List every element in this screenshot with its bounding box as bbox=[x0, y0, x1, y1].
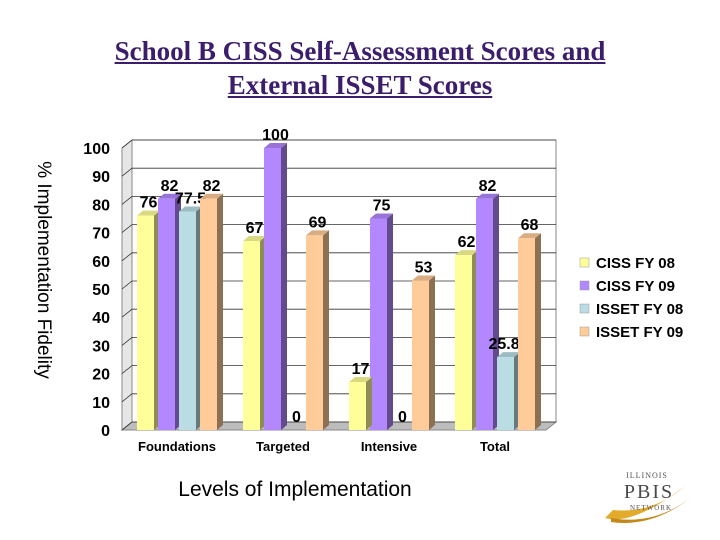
bar-top bbox=[412, 275, 435, 281]
data-label: 68 bbox=[521, 217, 539, 234]
data-label: 69 bbox=[309, 214, 327, 231]
bar-top bbox=[137, 210, 160, 216]
chart-title-line1: School B CISS Self-Assessment Scores and bbox=[114, 36, 606, 66]
logo-swoosh-dark bbox=[611, 496, 693, 523]
bar-top bbox=[243, 236, 266, 242]
x-tick-label: Foundations bbox=[138, 439, 216, 454]
data-label: 67 bbox=[246, 220, 264, 237]
bar-top bbox=[476, 193, 499, 199]
legend-swatch bbox=[579, 326, 590, 337]
bar-top bbox=[370, 213, 393, 219]
data-label: 100 bbox=[262, 127, 289, 144]
legend-entry: CISS FY 09 bbox=[596, 278, 675, 295]
bar bbox=[158, 198, 175, 430]
bar bbox=[243, 241, 260, 430]
y-tick-label: 100 bbox=[83, 141, 110, 158]
bar-top bbox=[200, 193, 223, 199]
data-label: 82 bbox=[479, 178, 497, 195]
logo-line1: ILLINOIS bbox=[626, 471, 668, 480]
bar-side bbox=[217, 193, 223, 430]
bar-side bbox=[281, 143, 287, 430]
data-label: 82 bbox=[203, 178, 221, 195]
chart-title: School B CISS Self-Assessment Scores and… bbox=[0, 34, 720, 102]
bar-top bbox=[349, 377, 372, 383]
y-tick-label: 40 bbox=[92, 310, 110, 327]
bar-top bbox=[497, 352, 520, 358]
legend-swatch bbox=[579, 257, 590, 268]
chart-title-line2: External ISSET Scores bbox=[227, 70, 493, 100]
y-axis-label: % Implementation Fidelity bbox=[33, 161, 54, 379]
legend-entry: ISSET FY 08 bbox=[596, 301, 683, 318]
y-tick-label: 80 bbox=[92, 197, 110, 214]
x-tick-label: Total bbox=[480, 439, 510, 454]
bar-top bbox=[306, 230, 329, 236]
bar-top bbox=[179, 206, 202, 212]
bar bbox=[455, 255, 472, 430]
data-label: 0 bbox=[398, 409, 407, 426]
data-label: 0 bbox=[292, 409, 301, 426]
legend-swatch bbox=[579, 280, 590, 291]
gridline bbox=[121, 252, 556, 262]
legend-entry: CISS FY 08 bbox=[596, 255, 675, 272]
bar bbox=[497, 357, 514, 430]
bar bbox=[179, 211, 196, 430]
logo-swoosh bbox=[605, 486, 685, 520]
legend-entry: ISSET FY 09 bbox=[596, 324, 683, 341]
data-label: 76 bbox=[140, 195, 158, 212]
bar-side bbox=[366, 377, 372, 430]
bar bbox=[137, 215, 154, 430]
data-label: 82 bbox=[161, 178, 179, 195]
bar-top bbox=[158, 193, 181, 199]
logo-line2: PBIS bbox=[624, 481, 674, 503]
x-axis-label: Levels of Implementation bbox=[178, 478, 412, 501]
bar bbox=[412, 280, 429, 430]
bar-side bbox=[429, 275, 435, 430]
bar bbox=[518, 238, 535, 430]
legend-swatch bbox=[579, 303, 590, 314]
y-tick-label: 0 bbox=[101, 423, 110, 440]
data-label: 75 bbox=[373, 198, 391, 215]
y-tick-label: 90 bbox=[92, 169, 110, 186]
y-tick-label: 50 bbox=[92, 282, 110, 299]
gridline bbox=[121, 195, 556, 205]
y-tick-label: 20 bbox=[92, 367, 110, 384]
logo-line3: NETWORK bbox=[630, 504, 672, 512]
bar-top bbox=[518, 233, 541, 239]
bar-side bbox=[387, 213, 393, 430]
x-tick-label: Targeted bbox=[256, 439, 310, 454]
y-tick-label: 60 bbox=[92, 254, 110, 271]
illinois-pbis-logo: ILLINOIS PBIS NETWORK bbox=[605, 471, 693, 523]
gridline bbox=[121, 224, 556, 233]
data-label: 17 bbox=[352, 361, 370, 378]
bar bbox=[306, 235, 323, 430]
data-label: 62 bbox=[458, 234, 476, 251]
y-tick-label: 70 bbox=[92, 226, 110, 243]
gridline bbox=[121, 167, 556, 177]
y-tick-label: 30 bbox=[92, 338, 110, 355]
bar bbox=[476, 198, 493, 430]
bar-side bbox=[323, 230, 329, 430]
gridline bbox=[121, 139, 556, 149]
bar bbox=[349, 382, 366, 430]
bar bbox=[264, 148, 281, 430]
bar-top bbox=[455, 250, 478, 256]
bar-top bbox=[264, 143, 287, 148]
data-label: 53 bbox=[415, 260, 433, 277]
y-tick-label: 10 bbox=[92, 395, 110, 412]
bar bbox=[370, 218, 387, 430]
bar bbox=[200, 198, 217, 430]
x-tick-label: Intensive bbox=[361, 439, 417, 454]
data-label: 77.5 bbox=[175, 190, 206, 207]
bar-side bbox=[535, 233, 541, 430]
